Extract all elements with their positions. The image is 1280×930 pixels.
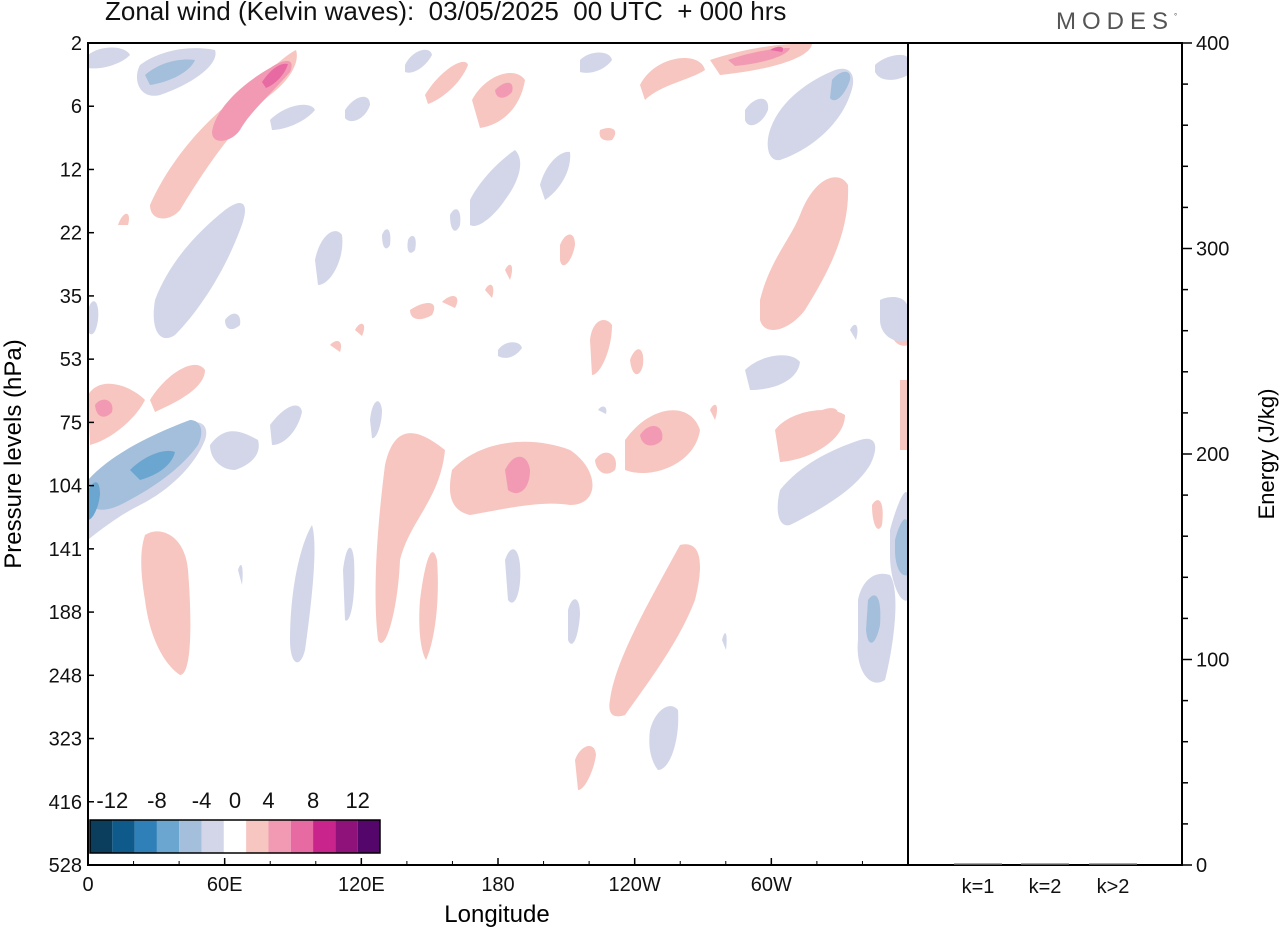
- pressure-tick-label: 35: [60, 286, 82, 308]
- pressure-tick-label: 12: [60, 159, 82, 181]
- longitude-tick-label: 120E: [338, 874, 385, 896]
- colorbar-labels: -12 -8 -4 0 4 8 12: [96, 788, 370, 813]
- energy-tick-label: 200: [1196, 444, 1229, 466]
- colorbar-label: 4: [262, 788, 274, 813]
- energy-category-label: k=1: [962, 876, 995, 898]
- colorbar-swatch: [335, 820, 358, 853]
- energy-bar: [954, 863, 1002, 865]
- colorbar-label: -8: [147, 788, 167, 813]
- pressure-tick-label: 248: [49, 665, 82, 687]
- energy-axis-title: Energy (J/kg): [1254, 389, 1279, 520]
- pressure-tick-label: 104: [49, 476, 82, 498]
- kelvin-wave-contours: [88, 43, 908, 790]
- colorbar-label: -12: [96, 788, 128, 813]
- chart-title: Zonal wind (Kelvin waves): 03/05/2025 00…: [105, 0, 787, 26]
- pressure-tick-label: 22: [60, 223, 82, 245]
- colorbar-label: -4: [192, 788, 212, 813]
- pressure-tick-label: 141: [49, 539, 82, 561]
- colorbar-swatch: [112, 820, 135, 853]
- colorbar-swatch: [90, 820, 113, 853]
- colorbar-swatch: [134, 820, 157, 853]
- pressure-tick-label: 75: [60, 412, 82, 434]
- colorbar-border: [89, 819, 381, 854]
- pressure-tick-label: 323: [49, 729, 82, 751]
- colorbar-label: 12: [345, 788, 369, 813]
- pressure-tick-label: 2: [71, 33, 82, 55]
- energy-tick-label: 0: [1196, 855, 1207, 877]
- longitude-tick-label: 0: [82, 874, 93, 896]
- pressure-tick-label: 188: [49, 602, 82, 624]
- longitude-axis: 0 60E 120E 180 120W 60W: [82, 858, 909, 896]
- energy-panel-frame: [907, 42, 1183, 866]
- pressure-tick-label: 416: [49, 792, 82, 814]
- longitude-tick-label: 60W: [751, 874, 792, 896]
- colorbar: [89, 819, 381, 854]
- y-axis-title: Pressure levels (hPa): [0, 339, 27, 568]
- longitude-tick-label: 180: [481, 874, 514, 896]
- colorbar-swatch: [290, 820, 314, 853]
- colorbar-swatch: [156, 820, 180, 853]
- energy-axis: 0 100 200 300 400: [1182, 33, 1229, 877]
- pressure-tick-label: 528: [49, 855, 82, 877]
- energy-categories: k=1 k=2 k>2: [962, 876, 1130, 898]
- energy-bar: [1021, 863, 1069, 865]
- colorbar-swatch: [313, 820, 336, 853]
- energy-tick-label: 400: [1196, 33, 1229, 55]
- colorbar-swatch: [201, 820, 224, 853]
- x-axis-title: Longitude: [444, 901, 549, 928]
- energy-bar: [1089, 863, 1137, 865]
- energy-tick-label: 300: [1196, 239, 1229, 261]
- colorbar-swatch: [246, 820, 269, 853]
- brand-logo: MODES°: [1056, 8, 1177, 36]
- pressure-axis: 2 6 12 22 35 53 75 104 141 188 248 323 416 528: [49, 33, 94, 877]
- energy-tick-label: 100: [1196, 650, 1229, 672]
- energy-category-label: k>2: [1097, 876, 1130, 898]
- colorbar-swatch: [179, 820, 202, 853]
- pressure-tick-label: 6: [71, 96, 82, 118]
- colorbar-label: 0: [229, 788, 241, 813]
- colorbar-swatch: [223, 820, 247, 853]
- colorbar-label: 8: [307, 788, 319, 813]
- longitude-tick-label: 60E: [207, 874, 243, 896]
- energy-bars: [954, 863, 1137, 865]
- colorbar-swatch: [268, 820, 291, 853]
- energy-category-label: k=2: [1029, 876, 1062, 898]
- colorbar-swatch: [357, 820, 380, 853]
- longitude-tick-label: 120W: [609, 874, 661, 896]
- brand-name: MODES: [1056, 8, 1175, 35]
- brand-mark: °: [1174, 12, 1178, 21]
- pressure-tick-label: 53: [60, 349, 82, 371]
